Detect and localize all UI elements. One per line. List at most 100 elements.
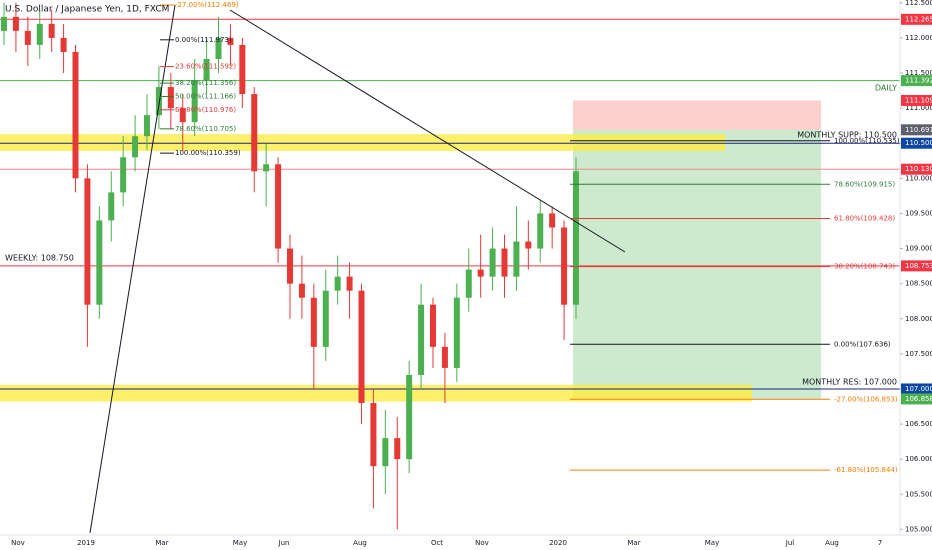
x-tick-label: Nov bbox=[11, 539, 25, 547]
candle-body bbox=[287, 248, 293, 284]
trend-line bbox=[229, 9, 626, 253]
x-tick-label: 2020 bbox=[549, 539, 567, 547]
candle-body bbox=[382, 438, 389, 467]
candle-body bbox=[36, 23, 43, 45]
candle-body bbox=[275, 164, 282, 249]
fib-label: 78.60%(109.915) bbox=[834, 180, 895, 188]
y-tick-label: 112.500 bbox=[905, 0, 932, 7]
candle-body bbox=[346, 276, 353, 291]
x-tick-label: May bbox=[705, 539, 719, 547]
candle-body bbox=[453, 297, 460, 368]
y-tick-label: 111.000 bbox=[905, 104, 932, 112]
candle-body bbox=[179, 108, 186, 123]
price-tag bbox=[901, 260, 932, 272]
candle-body bbox=[120, 157, 127, 193]
fib-label: -27.00%(106.853) bbox=[834, 395, 898, 403]
x-tick-label: Jun bbox=[278, 539, 290, 547]
price-tag bbox=[901, 13, 932, 25]
candle-body bbox=[108, 192, 115, 221]
candle-body bbox=[167, 87, 174, 109]
candle-body bbox=[501, 248, 508, 277]
price-tag bbox=[901, 393, 932, 405]
annotation: MONTHLY RES: 107.000 bbox=[802, 378, 897, 387]
x-tick-label: Oct bbox=[431, 539, 443, 547]
price-tag bbox=[901, 94, 932, 106]
y-tick-label: 110.000 bbox=[905, 174, 932, 182]
candle-body bbox=[60, 37, 67, 52]
candle-body bbox=[191, 80, 198, 123]
fib-label: 0.00%(107.636) bbox=[834, 340, 891, 348]
x-tick-label: Mar bbox=[155, 539, 168, 547]
candle-body bbox=[430, 304, 436, 347]
x-tick-label: Aug bbox=[353, 539, 367, 547]
x-tick-label: Aug bbox=[825, 539, 839, 547]
fib-label: -27.00%(112.469) bbox=[175, 1, 239, 9]
candle-body bbox=[525, 241, 532, 249]
y-tick-label: 108.500 bbox=[905, 280, 932, 288]
price-tag bbox=[901, 137, 932, 149]
price-tag-label: 110.130 bbox=[905, 165, 932, 173]
price-tag-label: 107.000 bbox=[905, 385, 932, 393]
candle-body bbox=[239, 44, 246, 95]
price-tag bbox=[901, 163, 932, 175]
candle-body bbox=[573, 171, 579, 305]
x-tick-label: 2019 bbox=[77, 539, 95, 547]
candle-body bbox=[465, 269, 472, 298]
candle-body bbox=[84, 178, 91, 305]
y-tick-label: 105.500 bbox=[905, 490, 932, 498]
price-tag-label: 106.858 bbox=[905, 395, 932, 403]
fib-label: 61.80%(110.976) bbox=[175, 106, 236, 114]
drawings bbox=[0, 18, 900, 402]
candle-body bbox=[477, 269, 484, 277]
target-zone bbox=[573, 129, 821, 399]
annotation: MONTHLY SUPP: 110.500 bbox=[797, 131, 897, 140]
fib-label: 78.60%(110.705) bbox=[175, 125, 236, 133]
candle-body bbox=[203, 58, 210, 81]
y-tick-label: 111.500 bbox=[905, 69, 932, 77]
price-tag bbox=[901, 75, 932, 87]
fib-label: 50.00%(111.166) bbox=[175, 92, 236, 100]
candle-body bbox=[310, 297, 317, 347]
x-tick-label: 7 bbox=[878, 539, 882, 547]
candle-body bbox=[72, 51, 79, 179]
candle-body bbox=[549, 213, 556, 228]
fib-label: 61.80%(109.428) bbox=[834, 214, 895, 222]
chart-title: U.S. Dollar / Japanese Yen, 1D, FXCM bbox=[5, 5, 169, 15]
candle-body bbox=[263, 164, 270, 172]
annotation: WEEKLY: 108.750 bbox=[5, 254, 74, 263]
price-tag-label: 110.691 bbox=[905, 126, 932, 134]
candle-body bbox=[298, 283, 305, 298]
y-tick-label: 108.000 bbox=[905, 315, 932, 323]
candle-body bbox=[489, 248, 496, 277]
price-tag-label: 110.500 bbox=[905, 139, 932, 147]
candle-body bbox=[561, 227, 568, 305]
candle-body bbox=[537, 213, 544, 249]
fib-label: 38.20%(108.743) bbox=[834, 263, 895, 271]
candle-body bbox=[394, 438, 401, 460]
candle-body bbox=[322, 290, 329, 347]
price-tag-label: 111.392 bbox=[905, 77, 932, 85]
annotation: DAILY bbox=[875, 84, 897, 93]
fib-label: 23.60%(111.592) bbox=[175, 63, 236, 71]
candle-body bbox=[215, 37, 222, 59]
fibonacci: 100.00%(110.535) 78.60%(109.915) 61.80%(10… bbox=[160, 1, 900, 474]
price-axis bbox=[900, 0, 932, 550]
candle-body bbox=[227, 37, 234, 45]
candle-body bbox=[12, 16, 19, 31]
price-tag-label: 112.265 bbox=[905, 15, 932, 23]
candle-body bbox=[144, 115, 150, 137]
y-tick-label: 112.000 bbox=[905, 34, 932, 42]
candle-body bbox=[513, 241, 520, 277]
y-tick-label: 107.500 bbox=[905, 350, 932, 358]
y-tick-label: 106.000 bbox=[905, 455, 932, 463]
y-tick-label: 109.000 bbox=[905, 245, 932, 253]
x-tick-label: Jul bbox=[785, 539, 795, 547]
trend-line bbox=[89, 4, 176, 534]
candles bbox=[1, 2, 579, 530]
candle-body bbox=[155, 87, 162, 116]
candle-body bbox=[1, 16, 7, 31]
fib-label: 0.00%(111.973) bbox=[175, 36, 232, 44]
x-tick-label: Mar bbox=[627, 539, 640, 547]
candle-body bbox=[24, 30, 31, 45]
